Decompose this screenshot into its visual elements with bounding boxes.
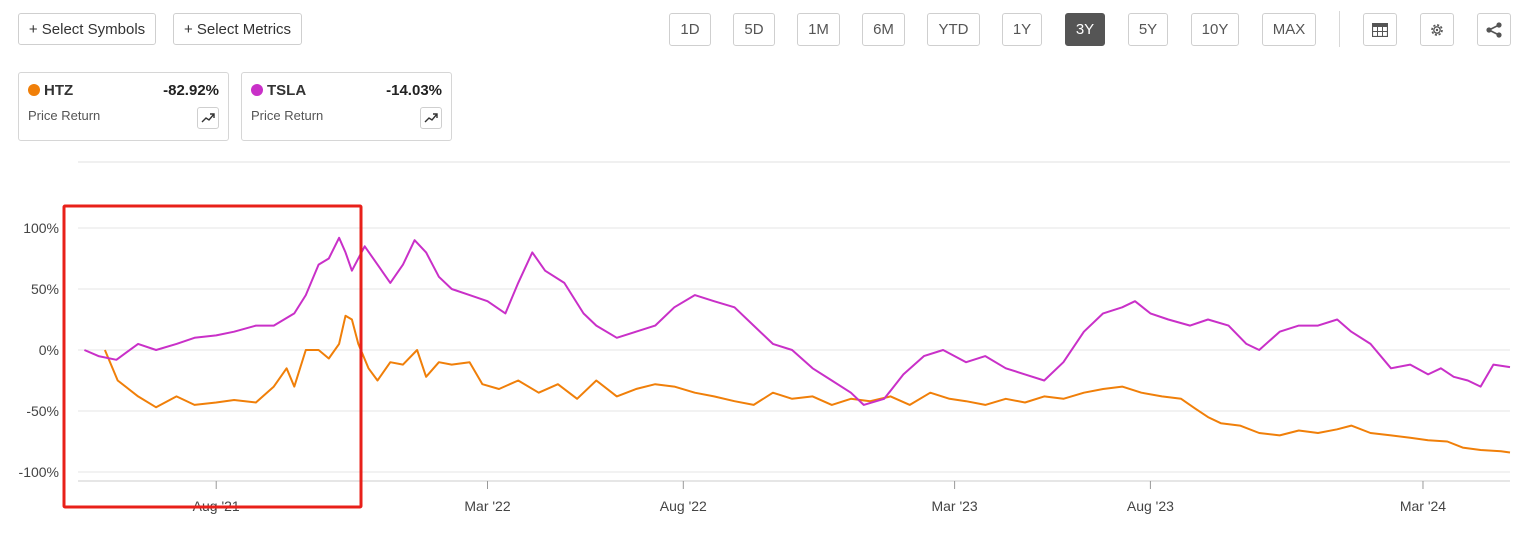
card-return-value: -14.03% — [386, 82, 442, 99]
y-axis: 100% 50% 0% -50% -100% — [19, 220, 59, 480]
x-axis: Aug '21 Mar '22 Aug '22 Mar '23 Aug '23 Mar '… — [78, 480, 1510, 514]
share-button[interactable] — [1477, 13, 1511, 46]
range-button-1d[interactable]: 1D — [669, 13, 711, 46]
highlight-box — [62, 204, 363, 509]
grid-lines — [78, 161, 1510, 473]
x-tick-label: Aug '22 — [660, 498, 707, 514]
y-tick-label: 0% — [39, 342, 59, 358]
share-icon — [1486, 21, 1502, 38]
table-view-button[interactable] — [1363, 13, 1397, 46]
select-metrics-button[interactable]: + Select Metrics — [173, 13, 302, 45]
card-symbol: HTZ — [44, 82, 74, 99]
x-tick-label: Mar '24 — [1400, 498, 1446, 514]
tsla-color-dot — [251, 84, 263, 96]
series-line-tsla — [84, 236, 1511, 406]
range-button-6m[interactable]: 6M — [862, 13, 905, 46]
x-tick-label: Aug '23 — [1127, 498, 1174, 514]
chart-toolbar: + Select Symbols + Select Metrics 1D 5D … — [0, 0, 1519, 60]
y-tick-label: 50% — [31, 281, 59, 297]
symbol-card-tsla[interactable]: TSLA -14.03% Price Return — [241, 72, 452, 141]
trend-up-icon — [424, 113, 438, 123]
settings-button[interactable] — [1420, 13, 1454, 46]
trend-up-icon — [201, 113, 215, 123]
range-button-5d[interactable]: 5D — [733, 13, 775, 46]
card-trend-button[interactable] — [197, 107, 219, 129]
series-lines — [84, 236, 1511, 454]
range-button-1y[interactable]: 1Y — [1002, 13, 1042, 46]
y-tick-label: -50% — [26, 403, 59, 419]
x-tick-label: Mar '23 — [931, 498, 977, 514]
table-icon — [1372, 22, 1388, 37]
symbol-card-htz[interactable]: HTZ -82.92% Price Return — [18, 72, 229, 141]
price-return-chart: 100%50%0%-50%-100% Aug '21 Mar '22 Aug '22… — [19, 161, 1511, 514]
range-button-1m[interactable]: 1M — [797, 13, 840, 46]
card-metric-label: Price Return — [251, 108, 324, 123]
range-button-3y[interactable]: 3Y — [1065, 13, 1105, 46]
toolbar-divider — [1339, 11, 1340, 47]
card-return-value: -82.92% — [163, 82, 219, 99]
gear-icon — [1431, 23, 1443, 36]
select-symbols-button[interactable]: + Select Symbols — [18, 13, 156, 45]
card-trend-button[interactable] — [420, 107, 442, 129]
range-button-max[interactable]: MAX — [1262, 13, 1316, 46]
y-tick-label: 100% — [23, 220, 59, 236]
range-button-10y[interactable]: 10Y — [1191, 13, 1239, 46]
card-symbol: TSLA — [267, 82, 307, 99]
card-metric-label: Price Return — [28, 108, 101, 123]
range-button-5y[interactable]: 5Y — [1128, 13, 1168, 46]
y-tick-label: -100% — [19, 464, 59, 480]
series-line-htz — [103, 314, 1511, 454]
htz-color-dot — [28, 84, 40, 96]
x-tick-label: Mar '22 — [464, 498, 510, 514]
range-button-ytd[interactable]: YTD — [927, 13, 980, 46]
